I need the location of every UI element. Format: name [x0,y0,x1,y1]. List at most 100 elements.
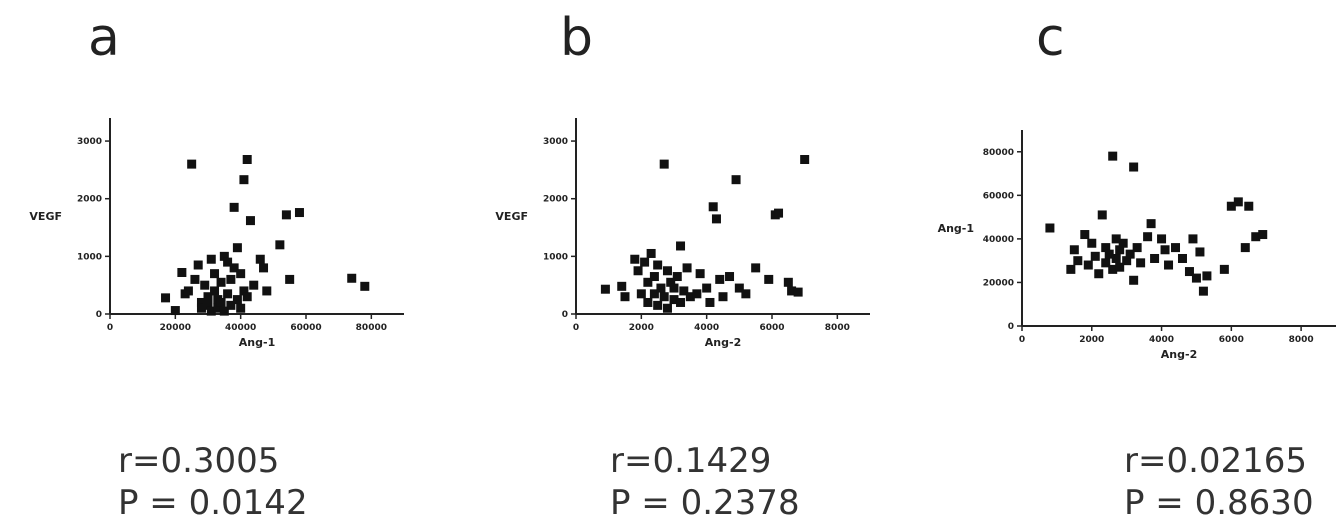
x-tick-label: 8000 [825,323,850,333]
x-tick-label: 80000 [356,323,387,333]
stats-block: r=0.1429 P = 0.2378 [610,440,800,524]
data-point [672,272,682,282]
panel-letter: c [1036,8,1065,68]
data-point [1184,267,1194,277]
y-tick-label: 1000 [543,252,568,262]
data-point [630,254,640,264]
y-tick-label: 0 [1008,322,1014,332]
data-point [229,202,239,212]
data-point [226,300,236,310]
data-point [236,303,246,313]
data-point [1240,243,1250,253]
data-point [285,274,295,284]
x-tick-label: 6000 [1219,335,1244,345]
data-point [219,306,229,316]
data-point [203,292,213,302]
data-point [1115,245,1125,255]
data-point [617,281,627,291]
data-point [793,287,803,297]
panel-b: b 0 2000 4000 6000 8000 0 1000 2000 3000 Ang-2 VEG… [448,0,896,531]
data-point [1136,258,1146,268]
data-point [216,277,226,287]
x-tick-label: 20000 [160,323,191,333]
data-point [210,269,220,279]
data-point [653,300,663,310]
data-point [1083,260,1093,270]
data-point [1097,210,1107,220]
data-point [1226,201,1236,211]
data-point [656,283,666,293]
x-axis-title: Ang-2 [705,336,741,349]
data-point [1125,249,1135,259]
data-point [1195,247,1205,257]
r-value: r=0.1429 [610,441,772,481]
data-point [702,283,712,293]
y-tick-label: 1000 [77,252,102,262]
y-tick-label: 0 [96,310,102,320]
data-point [1080,230,1090,240]
data-point [236,269,246,279]
y-tick-label: 20000 [983,278,1014,288]
data-point [245,216,255,226]
data-point [183,286,193,296]
data-point [787,286,797,296]
data-point [1066,264,1076,274]
data-point [294,208,304,218]
data-point [741,289,751,299]
data-point [705,297,715,307]
data-point [649,289,659,299]
stats-block: r=0.3005 P = 0.0142 [118,440,308,524]
data-point [239,175,249,185]
data-point [229,263,239,273]
x-tick-label: 0 [107,323,113,333]
data-point [685,292,695,302]
y-tick-label: 3000 [543,137,568,147]
data-point [633,266,643,276]
data-point [190,274,200,284]
data-point [1069,245,1079,255]
data-point [783,277,793,287]
panel-letter: a [88,8,120,68]
data-point [1202,271,1212,281]
y-axis-title: Ang-1 [938,222,974,235]
data-point [223,257,233,267]
data-point [1150,253,1160,263]
data-point [659,292,669,302]
data-point [1118,238,1128,248]
data-point [226,274,236,284]
panel-c: c 0 2000 4000 6000 8000 0 20000 40000 60000 80000… [896,0,1344,531]
data-point [203,300,213,310]
data-point [731,175,741,185]
data-point [1108,151,1118,161]
data-point [177,267,187,277]
data-point [1045,223,1055,233]
data-point [1251,232,1261,242]
scatter-plot-b: 0 2000 4000 6000 8000 0 1000 2000 3000 Ang-2 VEGF [495,118,870,349]
data-point [676,297,686,307]
data-point [1129,162,1139,172]
data-point [223,289,233,299]
data-point [1198,286,1208,296]
data-point [1244,201,1254,211]
data-point [718,292,728,302]
data-point [347,273,357,283]
data-point [1219,264,1229,274]
x-tick-label: 6000 [759,323,784,333]
data-point [653,260,663,270]
data-point [659,159,669,169]
data-point [161,293,171,303]
data-point [255,254,265,264]
p-value: P = 0.0142 [118,483,308,523]
scatter-plot-c: 0 2000 4000 6000 8000020000400006000080000An… [938,130,1336,361]
data-point [1143,232,1153,242]
data-point [232,243,242,253]
data-point [262,286,272,296]
x-tick-label: 2000 [629,323,654,333]
data-point [187,159,197,169]
data-point [679,286,689,296]
data-point [1188,234,1198,244]
data-point [239,286,249,296]
data-point [1115,262,1125,272]
data-point [1233,197,1243,207]
data-point [360,281,370,291]
